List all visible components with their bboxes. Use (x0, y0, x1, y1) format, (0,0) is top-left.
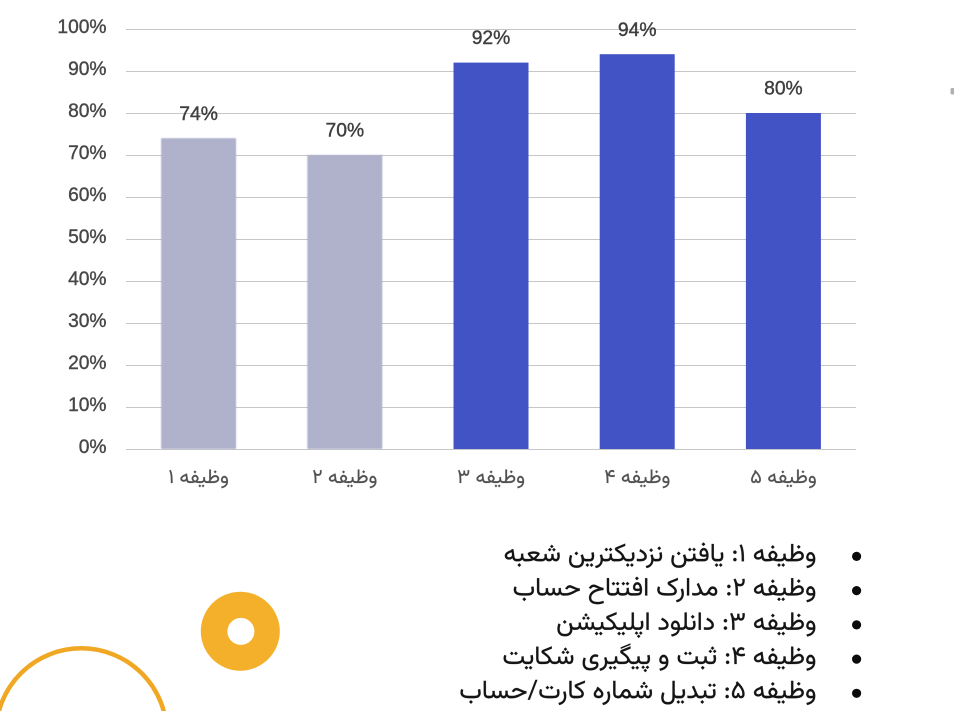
svg-text:50%: 50% (68, 227, 106, 248)
svg-text:80%: 80% (764, 79, 803, 100)
svg-text:70%: 70% (68, 143, 106, 164)
svg-text:0%: 0% (79, 437, 107, 458)
svg-text:74%: 74% (179, 104, 218, 125)
svg-text:30%: 30% (68, 311, 106, 332)
svg-text:10%: 10% (68, 395, 106, 416)
svg-text:94%: 94% (618, 20, 657, 41)
svg-text:92%: 92% (472, 28, 511, 49)
svg-text:40%: 40% (68, 269, 106, 290)
svg-text:70%: 70% (326, 121, 365, 142)
svg-text:80%: 80% (68, 101, 106, 122)
svg-text:90%: 90% (68, 59, 106, 80)
svg-text:100%: 100% (57, 17, 106, 38)
svg-text:60%: 60% (68, 185, 106, 206)
svg-text:20%: 20% (68, 353, 106, 374)
